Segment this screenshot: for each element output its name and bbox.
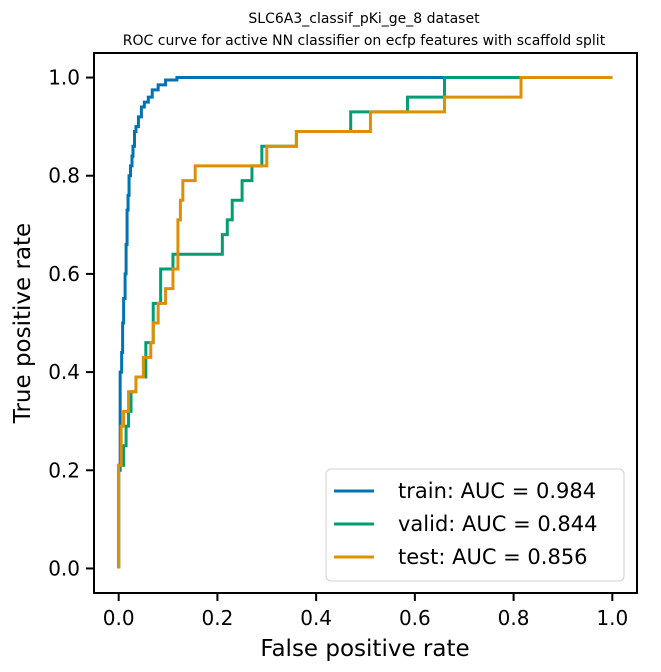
- plot-curves: [117, 76, 613, 569]
- plot-frame: [93, 52, 638, 594]
- x-tick-label: 0.4: [300, 606, 332, 630]
- x-tick-label: 1.0: [596, 606, 628, 630]
- chart-title: SLC6A3_classif_pKi_ge_8 dataset: [248, 11, 480, 27]
- legend: train: AUC = 0.984 valid: AUC = 0.844 te…: [325, 468, 625, 582]
- y-tick-label: 0.0: [48, 556, 80, 580]
- y-tick-label: 0.8: [48, 164, 80, 188]
- roc-curve-train: [117, 76, 613, 569]
- y-tick-label: 1.0: [48, 66, 80, 90]
- y-tick-label: 0.6: [48, 262, 80, 286]
- x-tick-label: 0.6: [399, 606, 431, 630]
- legend-label-train: train: AUC = 0.984: [398, 479, 596, 503]
- x-tick-label: 0.0: [103, 606, 135, 630]
- x-tick-label: 0.8: [498, 606, 530, 630]
- y-axis-label: True positive rate: [10, 223, 36, 424]
- roc-curve-test: [117, 76, 613, 569]
- y-tick-label: 0.2: [48, 458, 80, 482]
- x-tick-label: 0.2: [202, 606, 234, 630]
- chart-subtitle: ROC curve for active NN classifier on ec…: [123, 33, 606, 49]
- y-tick-label: 0.4: [48, 360, 80, 384]
- x-axis-label: False positive rate: [260, 636, 469, 662]
- legend-label-valid: valid: AUC = 0.844: [398, 512, 598, 536]
- axis-ticks: 0.0 0.2 0.4 0.6 0.8 1.0 0.0 0.2 0.4 0.6 0.8 1.0: [48, 66, 628, 630]
- legend-label-test: test: AUC = 0.856: [398, 545, 588, 569]
- legend-box: [325, 468, 625, 582]
